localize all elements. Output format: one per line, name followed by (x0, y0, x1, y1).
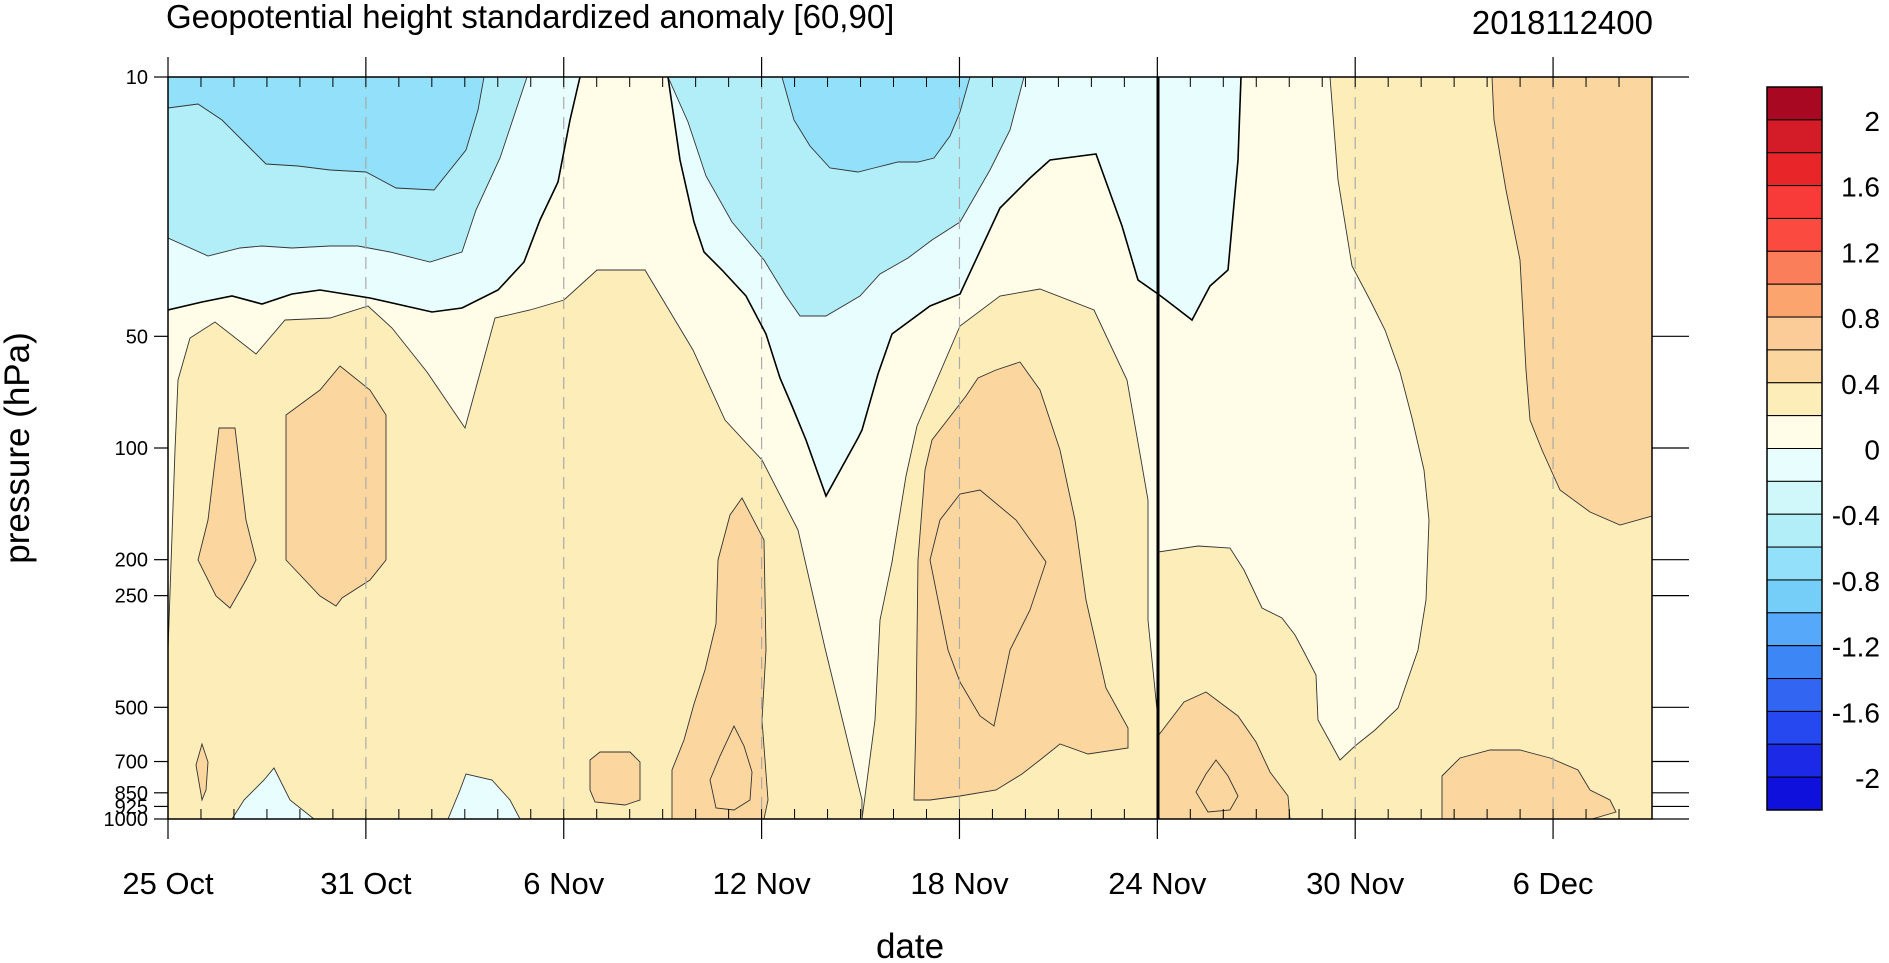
x-tick-label: 24 Nov (1108, 866, 1207, 901)
colorbar-swatch (1766, 612, 1823, 647)
colorbar-label: 0.8 (1841, 303, 1880, 334)
contour-region-warm-7 (1157, 691, 1291, 819)
colorbar-label: -0.8 (1832, 566, 1880, 597)
colorbar-swatch (1766, 513, 1823, 548)
chart-title: Geopotential height standardized anomaly… (166, 0, 894, 35)
contour-region-neg-8 (231, 767, 315, 819)
contour-region-core-2 (709, 724, 753, 811)
colorbar-swatch (1766, 250, 1823, 285)
colorbar-swatch (1766, 546, 1823, 581)
y-axis-label: pressure (hPa) (0, 332, 37, 563)
contour-region-core-3 (1195, 759, 1239, 813)
y-tick-label: 700 (115, 752, 148, 774)
x-gridlines (365, 77, 1554, 819)
colorbar-swatch (1766, 415, 1823, 449)
chart-date-label: 2018112400 (1472, 4, 1653, 41)
contour-region-warm-4 (589, 751, 641, 806)
colorbar-swatch (1766, 119, 1823, 154)
contour-region-warm-9 (1491, 77, 1652, 526)
colorbar-swatch (1766, 382, 1823, 417)
colorbar-swatch (1766, 283, 1823, 318)
plot-area (168, 77, 1652, 819)
colorbar-swatch (1766, 349, 1823, 384)
y-tick-label: 50 (126, 326, 148, 348)
colorbar-swatch (1766, 743, 1823, 778)
colorbar-swatch (1766, 776, 1823, 811)
zero-contour-2 (667, 77, 1159, 498)
x-tick-label: 30 Nov (1306, 866, 1405, 901)
colorbar-label: -1.6 (1832, 697, 1880, 728)
x-axis-label: date (876, 927, 944, 963)
y-tick-label: 100 (115, 438, 148, 460)
y-tick-label: 10 (126, 67, 148, 89)
colorbar-frame (1766, 86, 1823, 811)
colorbar-swatch (1766, 678, 1823, 712)
x-tick-label: 12 Nov (712, 866, 811, 901)
contour-region-warm-8 (1441, 749, 1617, 819)
colorbar-swatch (1766, 217, 1823, 252)
contour-region-warm-1 (197, 427, 257, 609)
colorbar-label: 1.2 (1841, 237, 1880, 268)
x-tick-label: 25 Oct (122, 866, 214, 901)
colorbar-label: 0.4 (1841, 369, 1880, 400)
x-tick-label: 6 Nov (523, 866, 604, 901)
contour-region-warm-2 (285, 365, 387, 607)
contour-region-neg-3 (168, 77, 485, 191)
colorbar-swatch (1766, 645, 1823, 680)
contour-region-warm-3 (195, 742, 209, 802)
colorbar-swatch (1766, 710, 1823, 745)
contour-region-neg-6 (781, 77, 971, 173)
y-tick-label: 850 (115, 783, 148, 805)
x-axis: 25 Oct 31 Oct 6 Nov 12 Nov 18 Nov 24 Nov 30 No… (122, 57, 1653, 901)
colorbar-swatch (1766, 316, 1823, 351)
colorbar: 2 1.6 1.2 0.8 0.4 0 -0.4 -0.8 -1.2 -1.6 -2 (1766, 86, 1880, 811)
contour-region-neg-9 (447, 773, 521, 819)
colorbar-swatch (1766, 448, 1823, 482)
colorbar-label: -2 (1855, 763, 1880, 794)
x-tick-label: 6 Dec (1513, 866, 1594, 901)
zero-contour-3 (1157, 77, 1242, 322)
x-tick-label: 18 Nov (910, 866, 1009, 901)
y-tick-label: 250 (115, 586, 148, 608)
y-tick-label: 200 (115, 550, 148, 572)
colorbar-label: 1.6 (1841, 172, 1880, 203)
colorbar-swatch (1766, 86, 1823, 121)
zero-contour-1 (168, 77, 581, 313)
x-tick-label: 31 Oct (320, 866, 412, 901)
colorbar-label: -0.4 (1832, 500, 1880, 531)
colorbar-label: 0 (1864, 435, 1880, 466)
contour-region-warm-5 (671, 497, 769, 819)
y-tick-label: 500 (115, 697, 148, 719)
colorbar-swatch (1766, 579, 1823, 614)
colorbar-swatch (1766, 185, 1823, 219)
y-tick-label: 925 (115, 796, 148, 818)
colorbar-label: -1.2 (1832, 632, 1880, 663)
y-tick-label: 1000 (104, 809, 149, 831)
colorbar-swatch (1766, 480, 1823, 515)
colorbar-swatch (1766, 152, 1823, 187)
colorbar-label: 2 (1864, 106, 1880, 137)
